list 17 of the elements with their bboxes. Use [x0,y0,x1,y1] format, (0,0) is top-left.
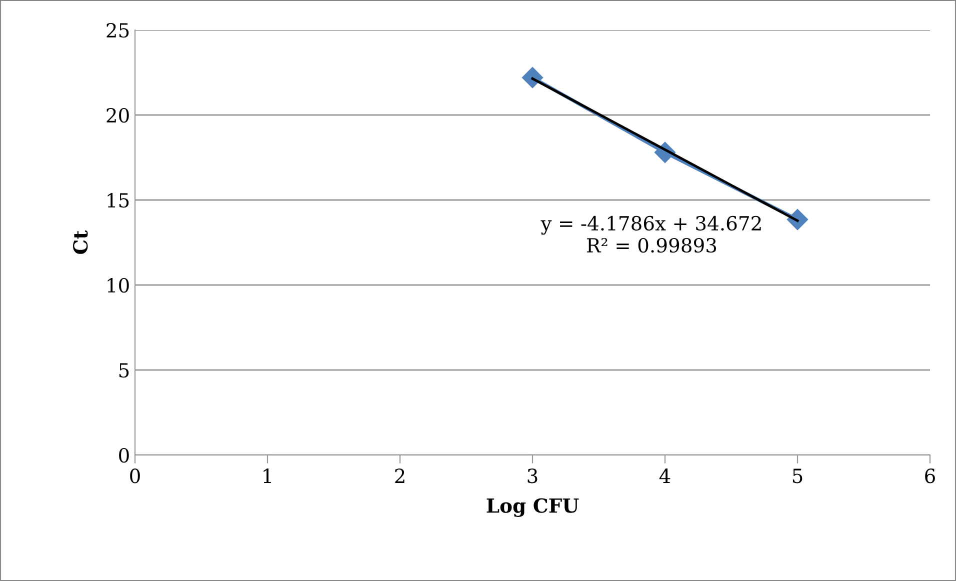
x-tick-label: 1 [264,468,271,483]
annotation: y = -4.1786x + 34.672 R² = 0.99893 [540,216,761,253]
x-tick-label: 4 [659,468,670,483]
y-tick-label: 5 [119,363,129,378]
x-tick-label: 3 [528,468,538,484]
point [522,67,544,88]
y-tick-label: 25 [106,22,129,38]
y-tick-label: 15 [108,192,129,208]
y-tick-label: 0 [119,448,129,463]
x-tick-label: 2 [395,468,404,483]
x-axis-title: Log CFU [486,498,579,517]
x-tick-label: 6 [925,468,935,484]
y-tick-label: 20 [106,108,129,123]
y-tick-label: 10 [108,278,129,293]
y-axis-title: Ct [73,230,88,254]
x-tick-label: 0 [130,468,140,484]
x-tick-label: 5 [792,468,802,484]
